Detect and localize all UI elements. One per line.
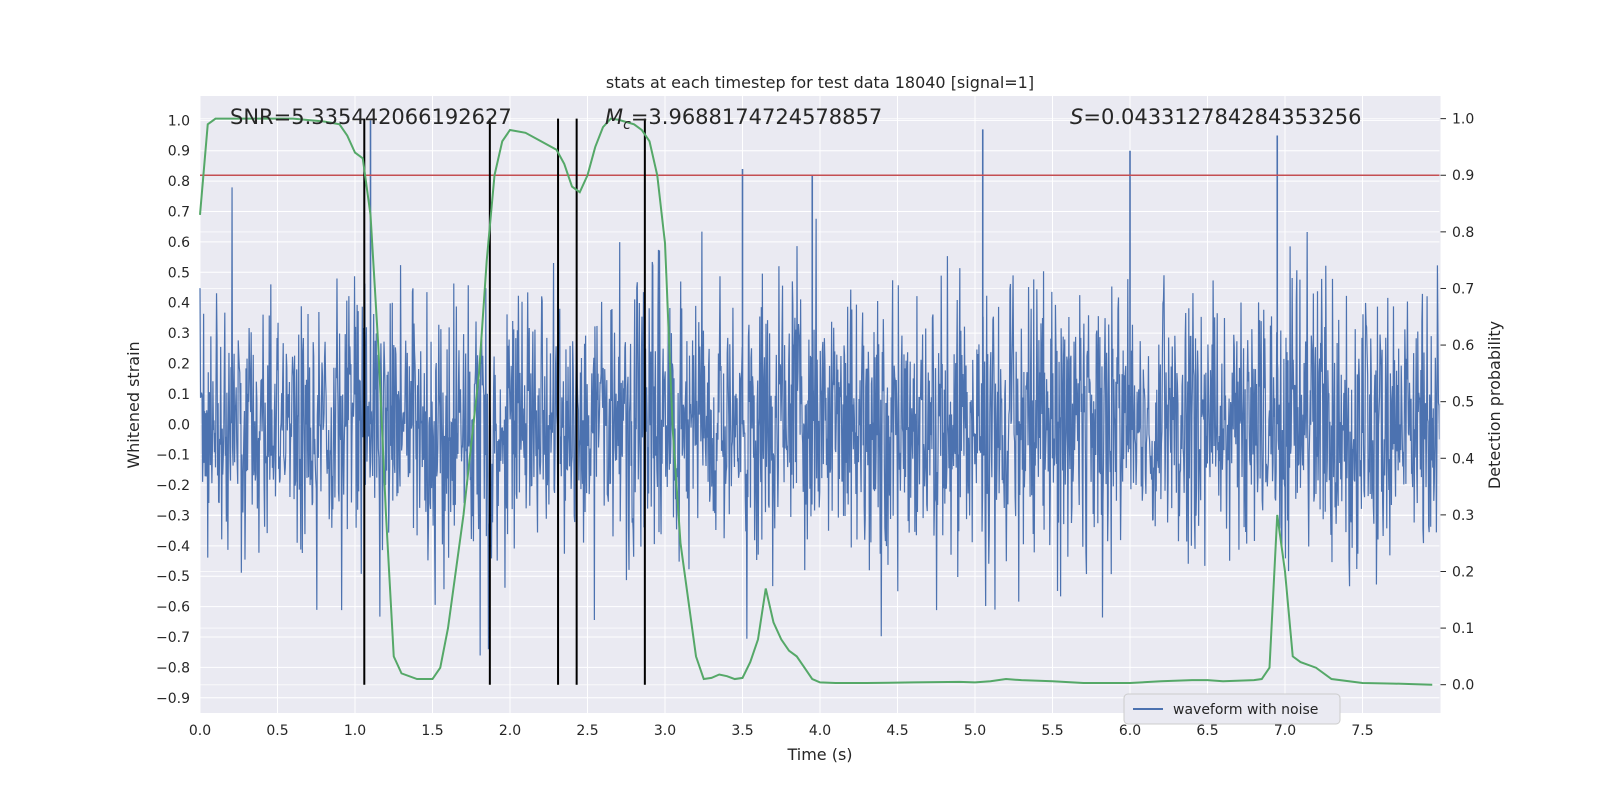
detection-probability-line — [199, 117, 1433, 686]
chirp-mass-value: =3.9688174724578857 — [631, 105, 882, 129]
right-tick-label: 0.3 — [1452, 508, 1474, 524]
x-tick-label: 0.0 — [189, 723, 211, 739]
left-tick-label: −0.6 — [156, 600, 190, 616]
right-tick-label: 0.6 — [1452, 338, 1474, 354]
legend-box — [1123, 693, 1341, 725]
snr-annotation: SNR=5.335442066192627 — [230, 105, 512, 129]
left-axis-ticks: 1.0 0.9 0.8 0.7 0.6 0.5 0.4 0.3 0.2 0.1 0.0 −0.1 −0.… — [156, 113, 190, 706]
left-tick-label: −0.2 — [156, 478, 190, 494]
plot-content — [199, 117, 1441, 686]
x-tick-label: 6.0 — [1119, 723, 1141, 739]
right-axis-ticks: 1.0 0.9 0.8 0.7 0.6 0.5 0.4 0.3 0.2 0.1 0.0 — [1439, 96, 1474, 713]
s-value: =0.043312784284353256 — [1083, 105, 1361, 129]
waveform-with-noise-line — [199, 187, 1441, 656]
right-tick-label: 0.8 — [1452, 225, 1474, 241]
x-axis-ticks: 0.0 0.5 1.0 1.5 2.0 2.5 3.0 3.5 4.0 4.5 5.0 5.5 6.0 6… — [189, 723, 1374, 739]
left-tick-label: 0.4 — [168, 296, 190, 312]
chirp-mass-subscript: c — [623, 117, 631, 133]
s-symbol: S — [1070, 105, 1083, 129]
left-tick-label: 0.9 — [168, 144, 190, 160]
left-axis-label: Whitened strain — [124, 341, 143, 468]
left-tick-label: −0.7 — [156, 630, 190, 646]
x-tick-label: 5.5 — [1041, 723, 1063, 739]
right-tick-label: 0.9 — [1452, 168, 1474, 184]
left-tick-label: 0.1 — [168, 387, 190, 403]
x-tick-label: 7.5 — [1351, 723, 1373, 739]
right-tick-label: 0.0 — [1452, 678, 1474, 694]
x-tick-label: 6.5 — [1196, 723, 1218, 739]
right-tick-label: 0.1 — [1452, 621, 1474, 637]
x-tick-label: 1.0 — [344, 723, 366, 739]
x-axis-label: Time (s) — [786, 745, 852, 764]
left-tick-label: −0.5 — [156, 569, 190, 585]
left-tick-label: 0.6 — [168, 235, 190, 251]
s-annotation: S=0.043312784284353256 — [1070, 105, 1361, 129]
chart-title: stats at each timestep for test data 180… — [606, 73, 1034, 92]
right-tick-label: 0.5 — [1452, 395, 1474, 411]
right-tick-label: 0.7 — [1452, 281, 1474, 297]
right-tick-label: 1.0 — [1452, 112, 1474, 128]
x-tick-label: 3.5 — [731, 723, 753, 739]
x-tick-label: 4.5 — [886, 723, 908, 739]
left-tick-label: 0.5 — [168, 265, 190, 281]
left-tick-label: −0.1 — [156, 448, 190, 464]
legend: waveform with noise — [1123, 693, 1341, 725]
legend-label-waveform: waveform with noise — [1173, 702, 1318, 718]
x-tick-label: 2.0 — [499, 723, 521, 739]
x-tick-label: 3.0 — [654, 723, 676, 739]
left-tick-label: 0.2 — [168, 356, 190, 372]
right-tick-label: 0.2 — [1452, 564, 1474, 580]
right-tick-label: 0.4 — [1452, 451, 1474, 467]
x-tick-label: 4.0 — [809, 723, 831, 739]
left-tick-label: −0.3 — [156, 508, 190, 524]
x-tick-label: 0.5 — [266, 723, 288, 739]
x-tick-label: 5.0 — [964, 723, 986, 739]
x-tick-label: 2.5 — [576, 723, 598, 739]
left-tick-label: 0.8 — [168, 174, 190, 190]
right-axis-label: Detection probability — [1485, 321, 1504, 489]
x-tick-label: 1.5 — [421, 723, 443, 739]
left-tick-label: 0.0 — [168, 417, 190, 433]
left-tick-label: 0.7 — [168, 204, 190, 220]
left-tick-label: −0.9 — [156, 691, 190, 707]
x-tick-label: 7.0 — [1274, 723, 1296, 739]
chirp-mass-symbol: M — [605, 105, 623, 129]
left-tick-label: −0.8 — [156, 660, 190, 676]
left-tick-label: −0.4 — [156, 539, 190, 555]
left-tick-label: 1.0 — [168, 113, 190, 129]
chirp-mass-annotation: Mc=3.9688174724578857 — [605, 105, 882, 133]
left-tick-label: 0.3 — [168, 326, 190, 342]
